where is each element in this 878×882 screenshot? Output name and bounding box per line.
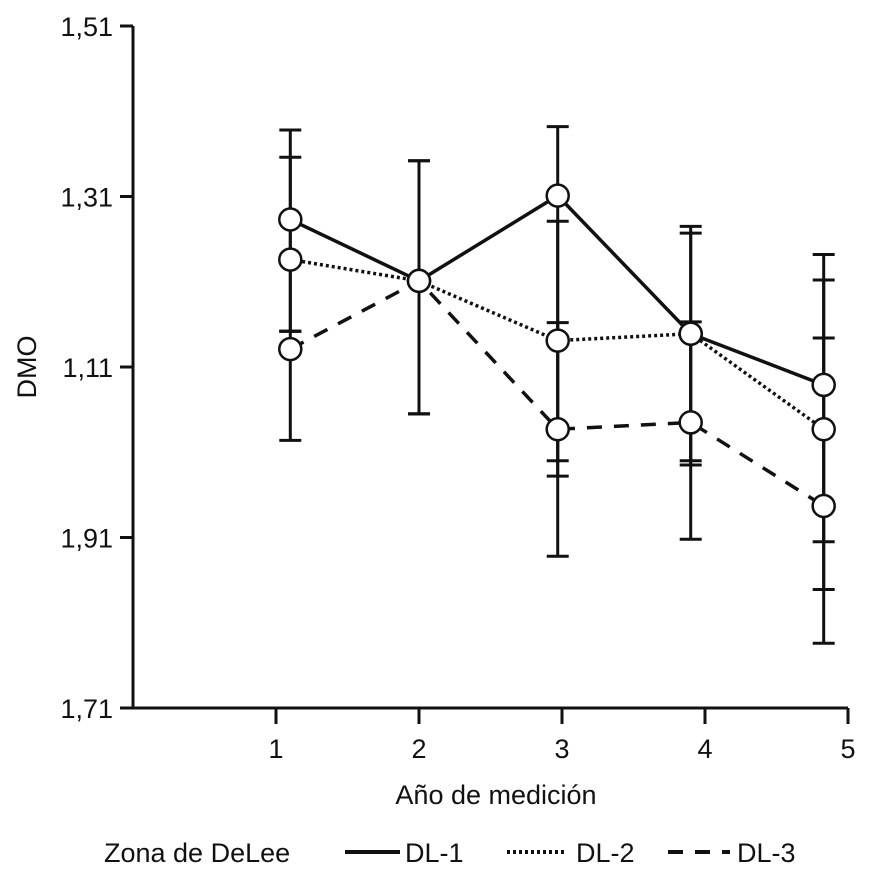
y-tick-label: 1,51: [60, 12, 113, 42]
y-tick-label: 1,91: [60, 524, 113, 554]
legend-label-dl-1: DL-1: [405, 838, 464, 868]
data-point-dl-3: [811, 493, 836, 519]
data-point-dl-3: [406, 268, 432, 294]
axes: 1,51 1,31 1,11 1,91 1,71 1 2 3 4 5: [60, 12, 855, 764]
y-axis-title: DMO: [12, 336, 42, 399]
legend-title: Zona de DeLee: [104, 838, 290, 868]
data-point-dl-2: [545, 328, 570, 353]
data-markers: [278, 183, 836, 519]
y-tick-label: 1,71: [60, 694, 113, 724]
data-point-dl-1: [545, 183, 570, 208]
x-tick-label: 5: [840, 734, 855, 764]
legend-label-dl-3: DL-3: [737, 838, 796, 868]
x-tick-label: 1: [268, 734, 283, 764]
x-axis-title: Año de medición: [395, 780, 596, 810]
data-point-dl-2: [678, 321, 703, 347]
data-point-dl-2: [278, 247, 303, 272]
data-point-dl-1: [811, 372, 836, 398]
x-tick-label: 4: [697, 734, 712, 764]
data-point-dl-2: [811, 416, 836, 442]
legend-label-dl-2: DL-2: [576, 838, 635, 868]
y-tick-label: 1,31: [60, 183, 113, 213]
data-point-dl-3: [545, 416, 570, 442]
series-line-dl-2: [290, 257, 825, 431]
legend: Zona de DeLee DL-1 DL-2 DL-3: [104, 838, 796, 868]
data-point-dl-3: [278, 336, 303, 362]
x-tick-label: 3: [554, 734, 569, 764]
data-point-dl-1: [278, 207, 303, 232]
x-tick-label: 2: [411, 734, 426, 764]
y-tick-label: 1,11: [62, 353, 113, 383]
data-point-dl-3: [678, 410, 703, 435]
